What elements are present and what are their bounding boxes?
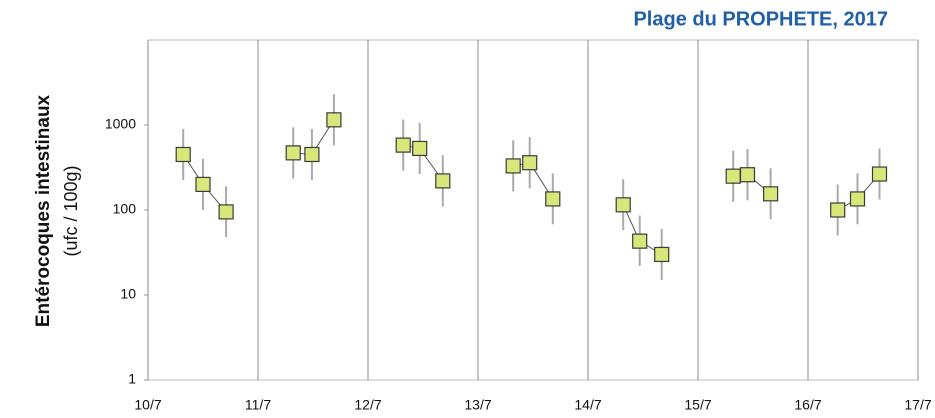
data-point (326, 112, 342, 128)
x-tick-label: 12/7 (354, 397, 381, 413)
data-point (545, 191, 561, 207)
y-tick-label: 10 (120, 286, 136, 302)
x-tick-label: 13/7 (464, 397, 491, 413)
data-point (615, 197, 631, 213)
data-point (849, 191, 866, 207)
y-tick-label: 1 (128, 371, 136, 387)
x-tick-label: 10/7 (134, 397, 161, 413)
data-point (632, 233, 648, 249)
data-point (725, 168, 741, 184)
data-point (871, 166, 888, 182)
data-point (412, 140, 428, 157)
x-tick-label: 15/7 (684, 397, 711, 413)
y-tick-label: 1000 (105, 116, 136, 132)
plot-area (147, 39, 919, 381)
data-point (762, 186, 779, 202)
data-point (218, 204, 234, 220)
data-point (435, 173, 451, 189)
y-axis-label: Entérocoques intestinaux (33, 94, 54, 327)
x-tick-label: 16/7 (794, 397, 821, 413)
data-point (285, 145, 301, 161)
data-point (739, 167, 756, 183)
data-point (304, 146, 320, 163)
data-point (522, 155, 538, 171)
y-tick-label: 100 (113, 201, 137, 217)
x-tick-label: 14/7 (574, 397, 601, 413)
data-point (395, 137, 411, 153)
x-tick-label: 11/7 (245, 397, 271, 413)
data-point (175, 146, 191, 163)
y-axis-unit: (ufc / 100g) (61, 165, 81, 256)
data-point (654, 246, 670, 263)
data-point (830, 202, 846, 218)
x-tick-label: 17/7 (904, 397, 931, 413)
chart-title: Plage du PROPHETE, 2017 (633, 8, 888, 30)
data-point (505, 158, 521, 174)
data-point (195, 176, 211, 193)
